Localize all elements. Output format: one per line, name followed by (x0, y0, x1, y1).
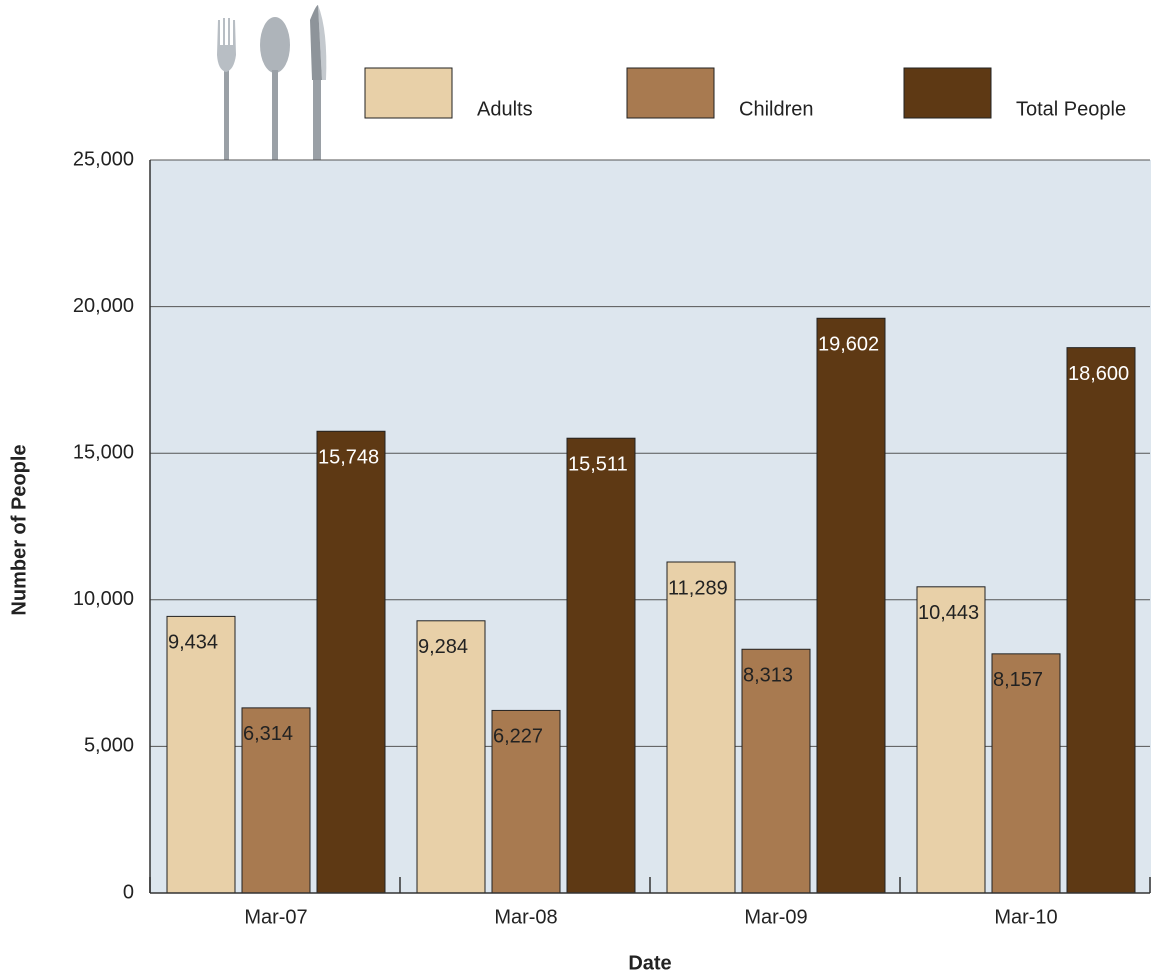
y-tick-label: 10,000 (73, 588, 134, 610)
x-tick-label: Mar-09 (744, 906, 807, 928)
legend-label: Total People (1016, 98, 1126, 120)
bar (1066, 347, 1136, 894)
bar (166, 615, 236, 894)
cutlery-icon (217, 5, 327, 160)
value-label: 15,511 (568, 453, 628, 475)
legend-label: Children (739, 98, 813, 120)
value-label: 15,748 (318, 447, 379, 469)
y-tick-label: 0 (123, 881, 134, 903)
bar (416, 620, 486, 894)
bar (566, 437, 636, 894)
y-tick-label: 15,000 (73, 441, 134, 463)
value-label: 9,434 (168, 632, 218, 654)
value-label: 10,443 (918, 602, 979, 624)
bar (491, 709, 561, 894)
y-tick-label: 20,000 (73, 295, 134, 317)
bar (316, 430, 386, 894)
legend-swatch (903, 67, 992, 119)
bar (741, 648, 811, 894)
value-label: 6,227 (493, 726, 543, 748)
x-tick-label: Mar-08 (494, 906, 557, 928)
bar (916, 586, 986, 894)
value-label: 19,602 (818, 334, 879, 356)
value-label: 11,289 (668, 577, 728, 599)
value-label: 6,314 (243, 723, 293, 745)
bar (816, 317, 886, 894)
x-tick-label: Mar-10 (994, 906, 1057, 928)
y-tick-label: 5,000 (84, 735, 134, 757)
legend-label: Adults (477, 98, 533, 120)
y-tick-label: 25,000 (73, 148, 134, 170)
value-label: 8,157 (993, 669, 1043, 691)
x-tick-label: Mar-07 (244, 906, 307, 928)
bar (991, 653, 1061, 894)
legend-swatch (626, 67, 715, 119)
y-axis-title: Number of People (8, 444, 30, 615)
bar (666, 561, 736, 894)
bar (241, 707, 311, 894)
value-label: 9,284 (418, 636, 468, 658)
legend-swatch (364, 67, 453, 119)
x-axis-title: Date (628, 952, 671, 974)
value-label: 8,313 (743, 665, 793, 687)
value-label: 18,600 (1068, 363, 1129, 385)
